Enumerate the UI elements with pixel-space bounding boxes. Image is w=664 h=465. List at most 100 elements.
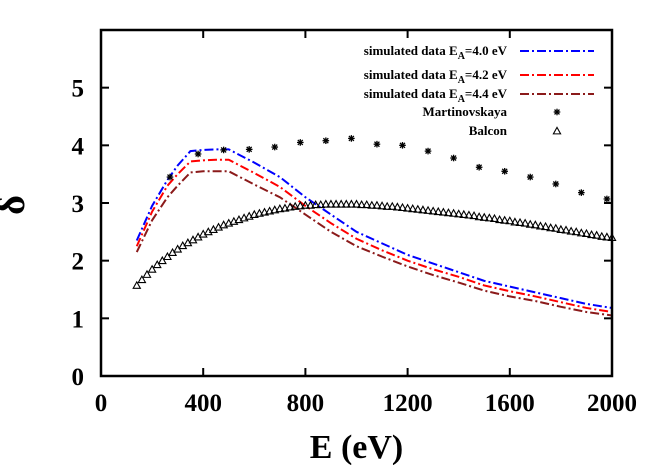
data-point [413,204,423,213]
x-axis: 0 400 800 1200 1600 2000 [95,30,637,417]
data-point [322,137,330,145]
data-point [285,202,295,211]
data-point [424,147,432,155]
data-point [254,208,264,217]
legend-label: Balcon [469,123,508,138]
data-point [592,230,602,239]
data-point [484,213,494,222]
legend-entry: simulated data EA=4.0 eV [364,43,594,62]
legend-entry: simulated data EA=4.2 eV [364,67,594,86]
data-point [351,199,362,208]
series-2 [135,158,613,313]
data-point [147,264,157,273]
data-point [372,200,382,209]
data-point [515,217,525,227]
y-axis-title: δ [0,195,33,215]
data-point [546,223,556,232]
legend-entry: Balcon [469,123,562,138]
data-point [578,189,585,196]
data-point [249,209,259,218]
data-point [520,218,530,227]
data-point [321,199,331,208]
plot-frame [99,28,614,378]
data-point [331,199,341,208]
legend-swatch [552,126,562,135]
data-point [220,146,227,154]
data-point [341,199,351,208]
data-point [495,214,505,224]
series-line [135,170,613,317]
data-point [602,232,612,241]
data-point [392,202,402,211]
data-point [336,199,346,208]
y-axis: 0 1 2 3 4 5 [72,76,612,391]
data-point [295,201,305,210]
data-point [449,208,459,217]
data-point [552,180,560,188]
data-point [459,209,469,218]
data-point [280,203,290,212]
data-point [162,251,172,261]
data-point [157,255,167,265]
legend: simulated data EA=4.0 eV simulated data E… [364,43,594,138]
data-point [382,201,392,210]
data-point [525,219,535,228]
data-point [551,223,561,232]
data-point [474,212,484,221]
data-point [265,206,275,215]
x-tick-label: 1200 [383,390,433,417]
data-point [576,228,586,237]
series-1 [135,148,613,309]
data-point [418,205,428,214]
data-point [132,280,142,289]
series-4 [166,135,611,203]
legend-swatch [553,108,561,116]
data-point [311,199,321,209]
data-point [271,143,279,151]
data-point [326,199,336,208]
data-point [137,274,147,284]
x-tick-label: 400 [184,390,222,417]
data-point [501,167,508,175]
data-point [530,220,540,229]
data-point [403,203,413,212]
legend-label: simulated data EA=4.0 eV [364,43,508,62]
data-point [259,207,270,216]
data-point [566,226,576,235]
data-point [346,199,356,208]
data-point [399,142,406,149]
x-tick-label: 0 [95,390,108,417]
data-point [587,229,597,239]
plot-marks [132,135,617,317]
y-tick-label: 2 [72,249,85,276]
data-point [245,146,253,153]
y-tick-label: 1 [72,306,85,333]
data-point [526,173,534,181]
data-point [296,139,304,146]
data-point [290,201,300,210]
legend-label: simulated data EA=4.4 eV [364,86,508,105]
data-point [469,210,479,220]
data-point [367,200,377,209]
data-point [377,201,387,210]
x-tick-label: 800 [287,390,325,417]
legend-label: Martinovskaya [423,104,508,119]
legend-label: simulated data EA=4.2 eV [364,67,508,86]
data-point [450,154,457,162]
data-point [556,224,566,233]
data-point [362,199,372,209]
data-point [423,205,433,214]
data-point [541,221,551,231]
series-line [135,158,613,313]
data-point [438,207,448,216]
data-point [166,173,174,181]
y-tick-label: 4 [72,133,85,160]
legend-entry: simulated data EA=4.4 eV [364,86,594,105]
data-point [561,225,571,234]
series-3 [135,170,613,317]
data-point [454,209,464,218]
data-point [194,150,202,158]
data-point [464,210,474,219]
data-point [316,199,326,209]
